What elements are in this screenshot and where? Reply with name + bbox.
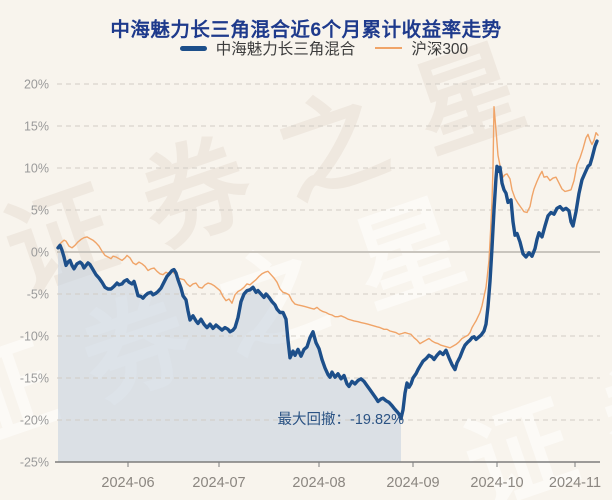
max-drawdown-value: -19.82% xyxy=(349,412,404,428)
legend-label: 沪深300 xyxy=(411,41,469,58)
x-tick-label: 2024-07 xyxy=(192,475,245,491)
x-tick-label: 2024-06 xyxy=(101,475,154,491)
y-tick-label: -25% xyxy=(20,456,49,470)
legend: 中海魅力长三角混合 沪深300 xyxy=(18,37,612,59)
y-tick-label: -15% xyxy=(20,372,49,386)
fund-line-swatch-icon xyxy=(179,45,207,51)
y-tick-label: -20% xyxy=(20,414,49,428)
csi300-line xyxy=(57,106,599,349)
legend-label: 中海魅力长三角混合 xyxy=(215,41,356,58)
y-tick-label: 0% xyxy=(31,246,49,260)
y-tick-label: 10% xyxy=(24,162,49,176)
y-tick-label: -10% xyxy=(20,330,49,344)
legend-item-csi300[interactable]: 沪深300 xyxy=(375,37,468,59)
csi300-line-swatch-icon xyxy=(375,47,403,49)
y-tick-label: 20% xyxy=(24,78,49,92)
chart-title: 中海魅力长三角混合近6个月累计收益率走势 xyxy=(110,19,502,41)
legend-item-fund[interactable]: 中海魅力长三角混合 xyxy=(179,37,356,59)
max-drawdown-area xyxy=(58,245,401,462)
y-tick-label: -5% xyxy=(27,288,49,302)
x-tick-label: 2024-11 xyxy=(549,475,601,491)
x-tick-label: 2024-08 xyxy=(292,475,345,491)
x-tick-label: 2024-10 xyxy=(470,475,523,491)
y-tick-label: 5% xyxy=(31,204,49,218)
y-tick-label: 15% xyxy=(24,120,49,134)
max-drawdown-label: 最大回撤： xyxy=(277,412,350,428)
fund-line xyxy=(56,139,599,421)
x-tick-label: 2024-09 xyxy=(386,475,439,491)
max-drawdown-annotation: 最大回撤：-19.82% xyxy=(240,412,404,429)
